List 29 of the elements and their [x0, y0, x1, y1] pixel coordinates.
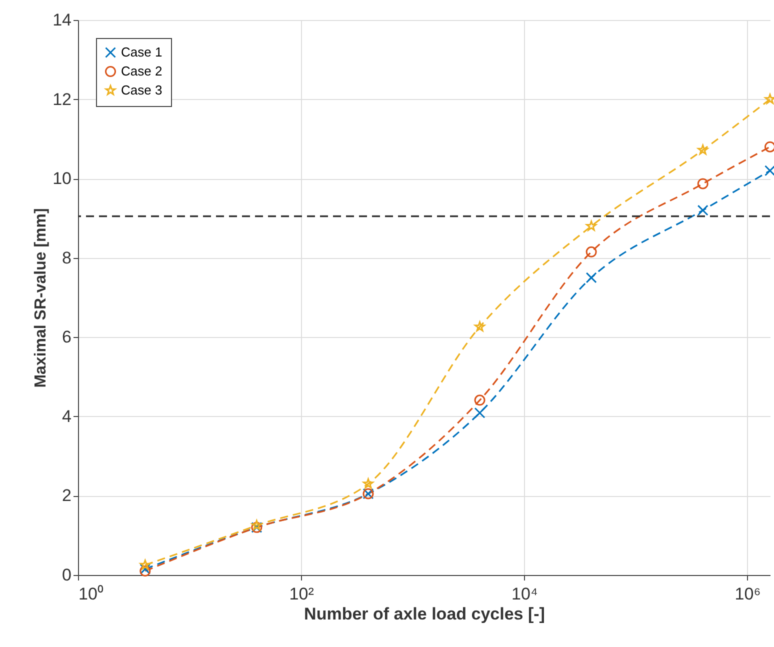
point: [474, 407, 486, 418]
point: [698, 144, 708, 155]
y-tick-label: 6: [62, 328, 72, 347]
point: [586, 272, 597, 284]
x-tick-label: 10⁶: [734, 584, 761, 604]
point: [474, 321, 486, 332]
y-tick-label: 4: [62, 406, 72, 426]
x-tick-label: 10⁴: [512, 584, 538, 604]
y-tick-label: 10: [52, 169, 72, 188]
y-axis-title: Maximal SR-value [mm]: [32, 208, 50, 388]
y-tick-label: 12: [52, 90, 72, 109]
point: [140, 560, 150, 570]
x-tick-label: 10²: [289, 584, 314, 604]
point: [697, 204, 708, 216]
y-tick-label: 8: [62, 248, 72, 268]
legend-label: Case 1: [121, 44, 162, 60]
point: [251, 520, 262, 530]
y-tick-label: 2: [62, 486, 72, 506]
y-tick-label: 14: [52, 10, 72, 30]
point: [586, 220, 597, 231]
legend-label: Case 2: [121, 64, 162, 78]
legend-label: Case 3: [121, 82, 162, 98]
point: [474, 394, 486, 406]
x-axis-title: Number of axle load cycles [-]: [304, 604, 545, 624]
point: [362, 478, 374, 488]
x-tick-label: 10⁰: [78, 584, 104, 604]
y-tick-label: 0: [62, 566, 72, 584]
point: [586, 246, 597, 258]
point: [697, 178, 708, 190]
